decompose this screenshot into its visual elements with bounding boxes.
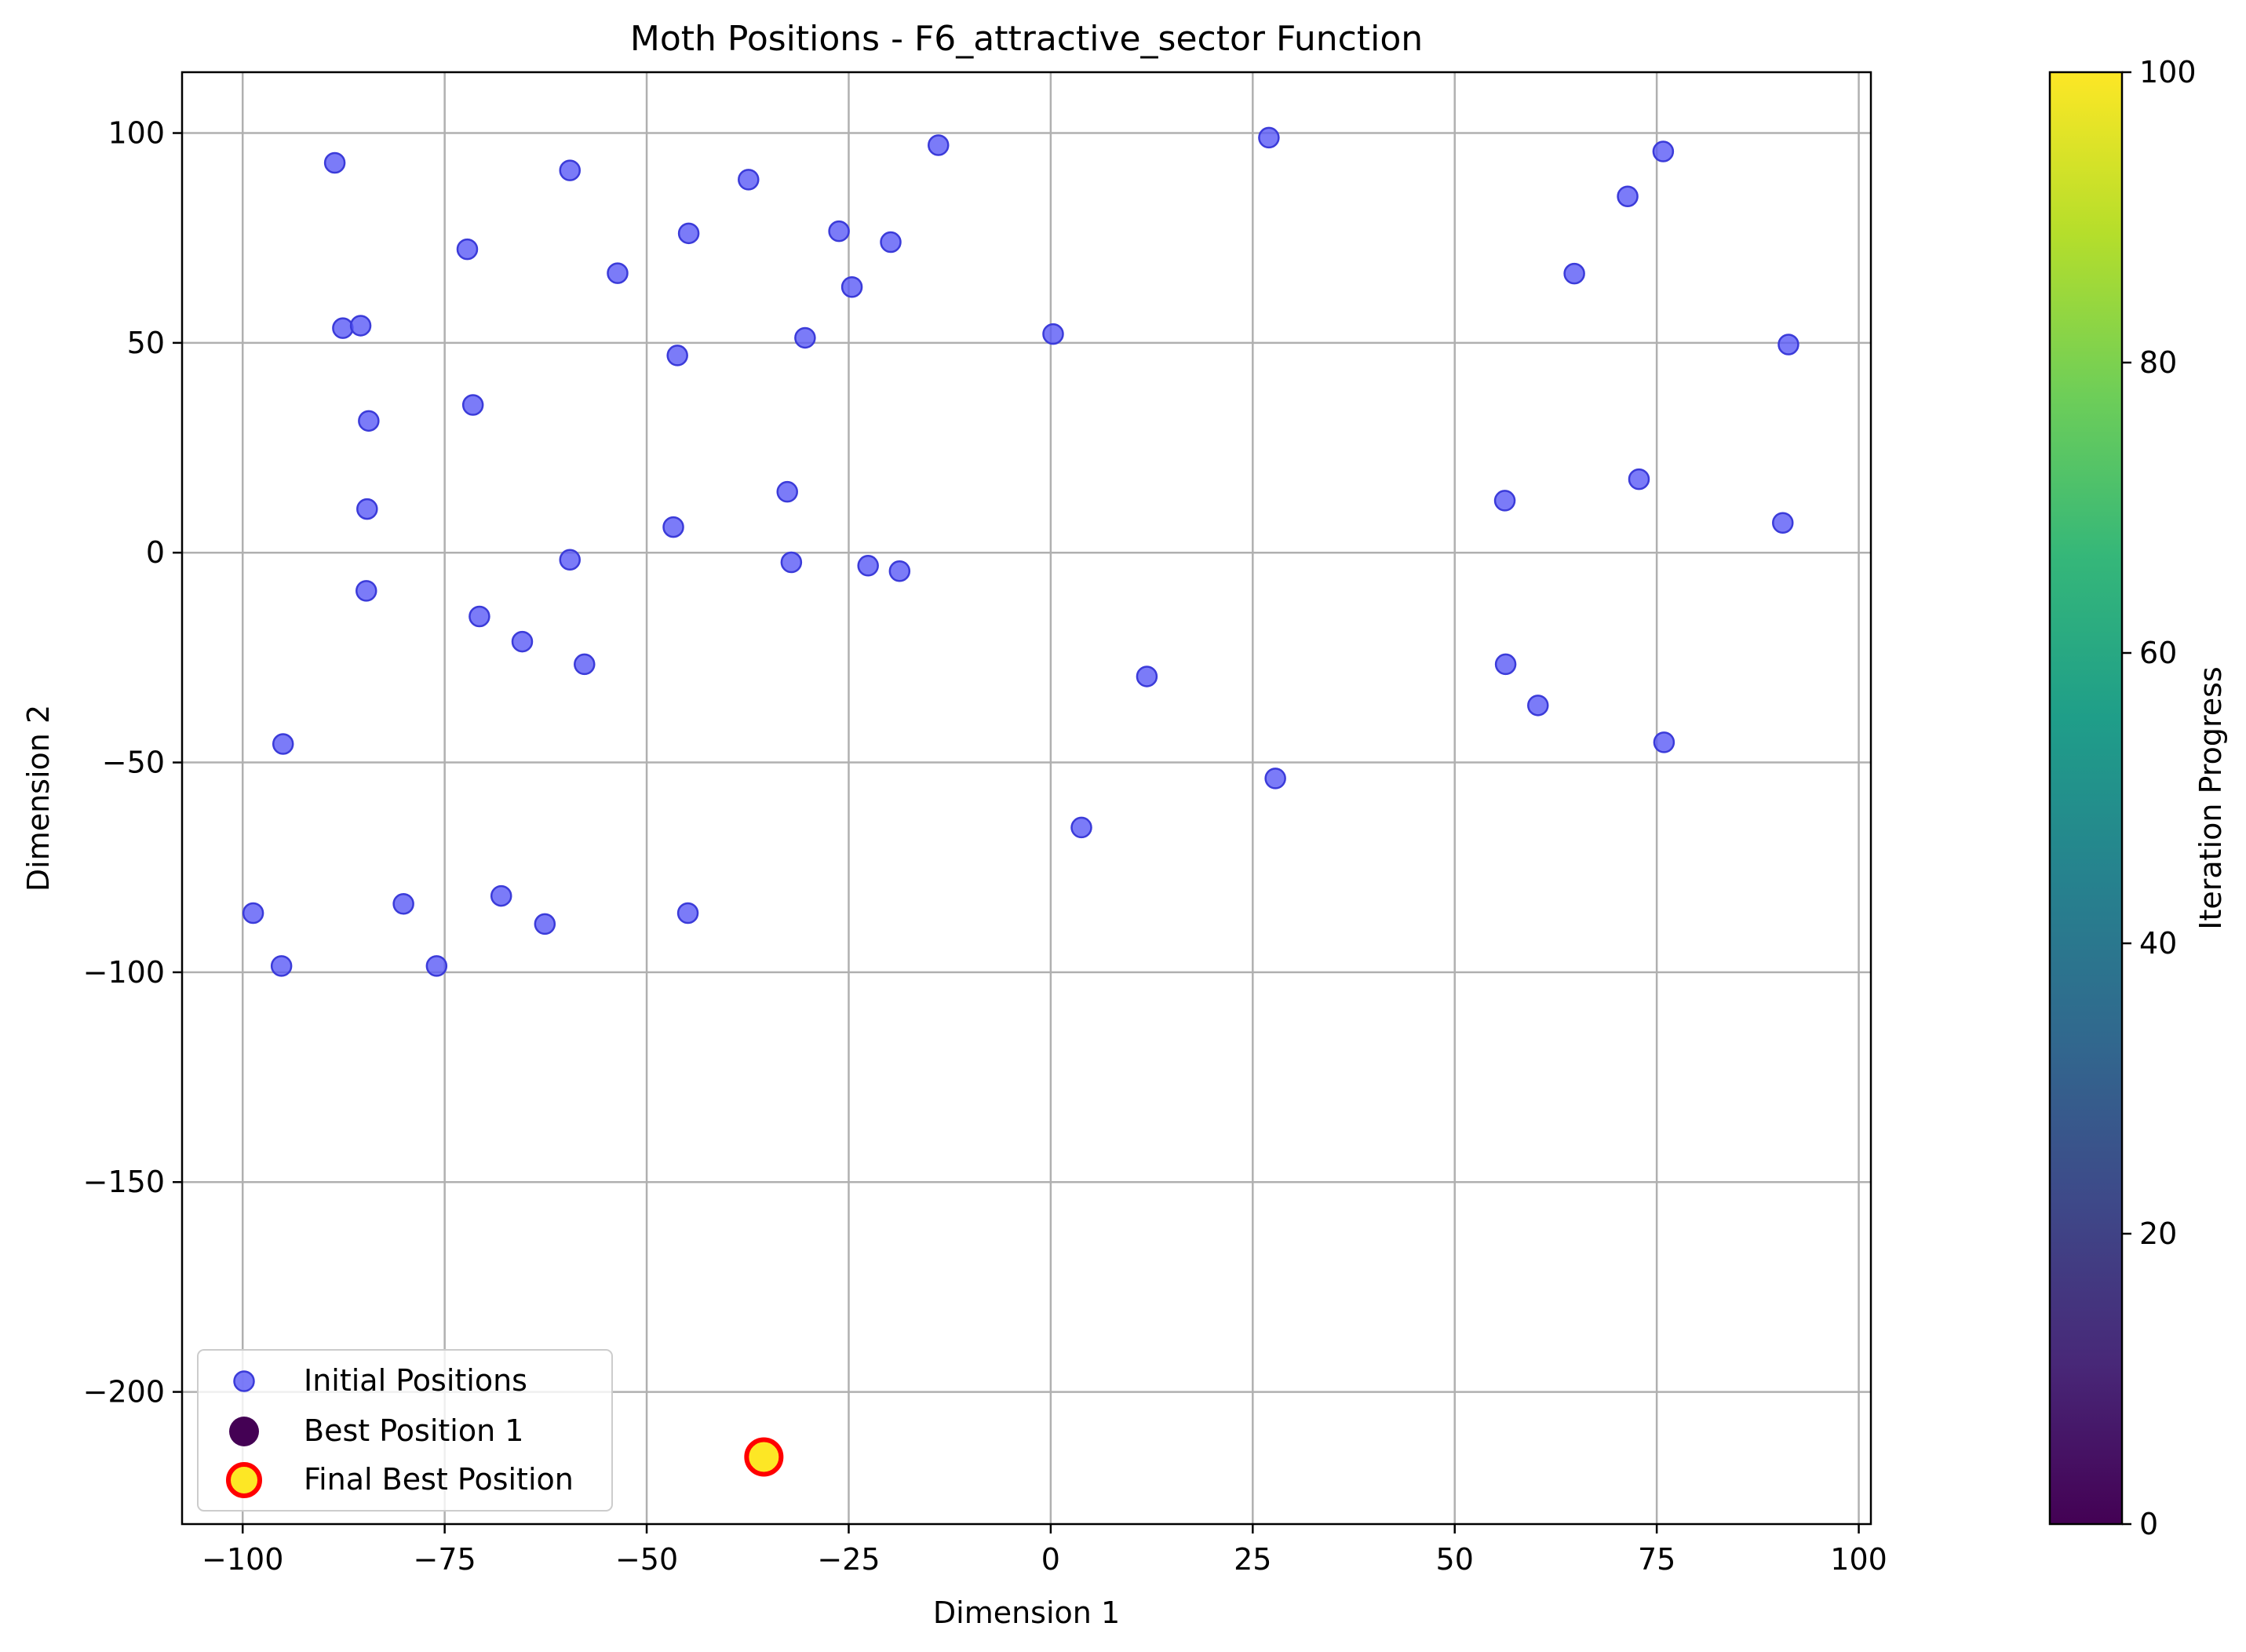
initial-position-point (666, 345, 688, 367)
y-tick-label: −50 (102, 746, 165, 780)
legend-box (197, 1349, 613, 1512)
y-tick-label: 0 (146, 535, 165, 570)
initial-position-point (1617, 185, 1639, 208)
x-tick-label: 50 (1436, 1542, 1474, 1577)
colorbar-ticks: 0 20 40 60 80 100 (2122, 55, 2197, 1541)
colorbar-gradient (2050, 72, 2122, 1524)
initial-position-point (1653, 731, 1675, 753)
x-axis-label: Dimension 1 (933, 1595, 1120, 1630)
x-tick-label: −100 (202, 1542, 283, 1577)
initial-position-point (332, 317, 354, 339)
plot-frame (180, 71, 1872, 1526)
y-tick-label: 100 (108, 116, 165, 151)
x-tick-label: −25 (817, 1542, 880, 1577)
initial-position-point (356, 498, 378, 520)
initial-position-point (857, 555, 879, 577)
initial-position-point (1493, 490, 1516, 512)
colorbar: 0 20 40 60 80 100 Iteration Progress (2048, 55, 2228, 1541)
colorbar-tick-label: 20 (2139, 1216, 2177, 1251)
initial-position-point (323, 151, 346, 174)
initial-position-point (272, 733, 294, 755)
x-tick-label: −75 (414, 1542, 476, 1577)
initial-position-point (425, 955, 448, 977)
y-tick-label: −100 (83, 955, 165, 990)
final-best-position-point (744, 1437, 784, 1477)
colorbar-tick-label: 100 (2139, 55, 2197, 89)
initial-position-point (392, 892, 414, 915)
initial-position-point (1563, 262, 1585, 285)
initial-position-point (1772, 512, 1794, 534)
initial-position-point (1070, 816, 1092, 839)
data-points (242, 126, 1799, 1477)
initial-position-point (928, 134, 950, 156)
initial-position-point (607, 262, 629, 284)
initial-position-point (888, 560, 911, 582)
initial-position-point (1777, 334, 1799, 356)
initial-position-point (676, 902, 699, 924)
legend-marker-best-position-1 (229, 1417, 259, 1446)
initial-position-point (574, 653, 596, 676)
initial-position-point (469, 605, 490, 628)
grid (182, 72, 1871, 1524)
colorbar-label: Iteration Progress (2193, 666, 2228, 929)
initial-position-point (1136, 666, 1158, 687)
initial-position-point (1628, 468, 1650, 490)
initial-position-point (534, 913, 556, 935)
initial-position-point (662, 516, 684, 538)
colorbar-tick-label: 40 (2139, 926, 2177, 961)
initial-position-point (1264, 768, 1286, 790)
initial-position-point (456, 238, 479, 261)
legend-marker-final-best-position (226, 1462, 262, 1498)
chart-title: Moth Positions - F6_attractive_sector Fu… (630, 19, 1423, 59)
initial-position-point (461, 394, 484, 416)
initial-position-point (270, 955, 293, 977)
legend: Initial Positions Best Position 1 Final … (197, 1349, 613, 1512)
x-tick-label: 75 (1638, 1542, 1675, 1577)
initial-position-point (559, 549, 581, 571)
x-tick-label: 100 (1830, 1542, 1887, 1577)
initial-position-point (1652, 140, 1675, 162)
initial-position-point (242, 902, 264, 924)
initial-position-point (677, 222, 700, 245)
x-tick-label: 0 (1041, 1542, 1060, 1577)
initial-position-point (1042, 323, 1064, 345)
initial-position-point (776, 480, 798, 503)
colorbar-tick-label: 60 (2139, 636, 2177, 670)
legend-label-final-best-position: Final Best Position (304, 1462, 574, 1497)
initial-position-point (511, 630, 534, 653)
initial-position-point (559, 159, 581, 181)
initial-position-point (840, 276, 863, 298)
y-axis-label: Dimension 2 (21, 705, 56, 892)
legend-marker-initial-positions (233, 1370, 255, 1392)
x-tick-label: 25 (1234, 1542, 1271, 1577)
axes: −100 −75 −50 −25 0 25 50 75 100 100 50 0 −50 −100 −150… (83, 116, 1887, 1577)
initial-position-point (794, 326, 816, 349)
y-tick-label: 50 (127, 326, 165, 360)
colorbar-tick-label: 0 (2139, 1507, 2158, 1541)
colorbar-tick-label: 80 (2139, 345, 2177, 380)
legend-label-best-position-1: Best Position 1 (304, 1413, 523, 1448)
initial-position-point (738, 169, 760, 191)
initial-position-point (349, 315, 372, 337)
y-tick-label: −200 (83, 1375, 165, 1409)
initial-position-point (1494, 653, 1517, 676)
initial-position-point (828, 220, 850, 243)
colorbar-frame (2048, 71, 2124, 1526)
x-tick-label: −50 (615, 1542, 678, 1577)
y-tick-label: −150 (83, 1165, 165, 1199)
initial-position-point (358, 410, 380, 432)
initial-position-point (1258, 126, 1280, 149)
initial-position-point (880, 231, 902, 253)
initial-position-point (490, 884, 512, 907)
initial-position-point (355, 580, 377, 602)
initial-position-point (1527, 695, 1549, 717)
initial-position-point (780, 551, 803, 574)
legend-label-initial-positions: Initial Positions (304, 1363, 527, 1398)
